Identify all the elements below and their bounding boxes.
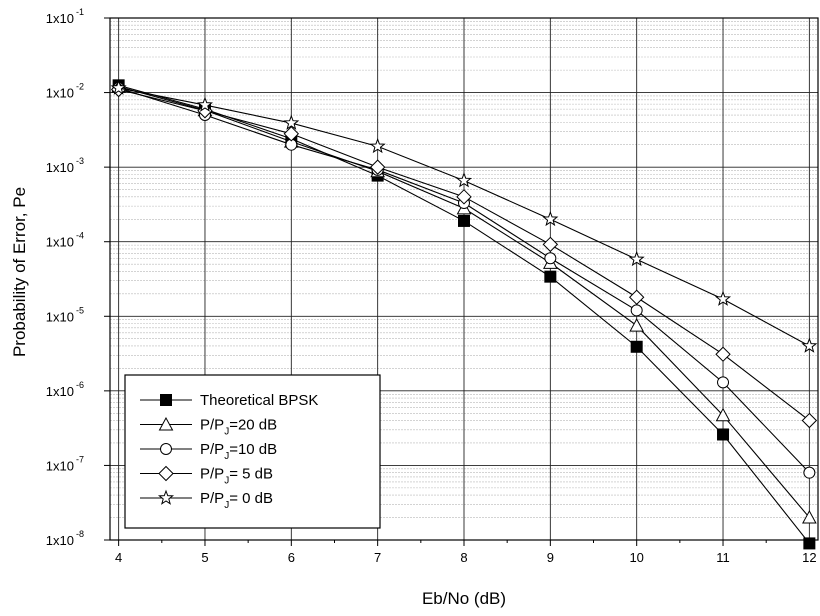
y-tick-label: 1x10 <box>46 533 74 548</box>
data-point <box>628 289 645 305</box>
data-point <box>715 407 731 422</box>
legend-marker <box>157 489 175 505</box>
data-point <box>283 114 300 130</box>
x-tick-label: 10 <box>629 550 643 565</box>
legend-label: P/PJ= 5 dB <box>200 466 273 487</box>
data-point <box>544 252 557 265</box>
x-axis-label: Eb/No (dB) <box>422 589 506 608</box>
data-point <box>803 466 816 479</box>
data-point <box>369 137 386 154</box>
legend-entry: P/PJ=20 dB <box>140 417 277 438</box>
data-point <box>369 159 386 175</box>
data-point <box>715 290 732 306</box>
data-point <box>801 412 818 429</box>
data-point <box>715 346 731 362</box>
legend-entry: P/PJ=10 dB <box>140 441 277 462</box>
y-tick-exponent: -5 <box>76 305 84 315</box>
y-tick-exponent: -8 <box>76 529 84 539</box>
x-tick-label: 7 <box>374 550 381 565</box>
legend-label: P/PJ=10 dB <box>200 441 277 462</box>
legend-entry: P/PJ= 5 dB <box>140 466 273 487</box>
data-point <box>544 270 557 283</box>
y-axis-label: Probability of Error, Pe <box>10 187 29 357</box>
x-tick-label: 12 <box>802 550 816 565</box>
data-point <box>458 214 470 227</box>
y-tick-exponent: -7 <box>76 454 84 464</box>
x-tick-label: 6 <box>288 550 295 565</box>
data-point <box>455 172 473 188</box>
x-tick-label: 5 <box>201 550 208 565</box>
data-point <box>630 304 643 317</box>
x-axis: 4 5 6 7 8 9 10 11 12 <box>115 540 817 565</box>
data-point <box>542 210 559 227</box>
data-point <box>717 428 730 441</box>
data-point <box>801 337 818 353</box>
y-tick-label: 1x10 <box>46 86 74 101</box>
data-point <box>802 510 817 524</box>
data-point <box>542 236 559 253</box>
y-tick-label: 1x10 <box>46 11 74 26</box>
y-tick-exponent: -3 <box>76 156 84 166</box>
y-tick-label: 1x10 <box>46 458 74 473</box>
y-tick-exponent: -2 <box>76 82 84 92</box>
legend-label: Theoretical BPSK <box>200 392 318 409</box>
legend-marker <box>158 416 174 431</box>
x-tick-label: 8 <box>460 550 467 565</box>
x-tick-label: 9 <box>547 550 554 565</box>
legend-marker <box>158 465 174 482</box>
data-point <box>628 250 645 267</box>
y-tick-exponent: -4 <box>76 231 84 241</box>
y-tick-exponent: -1 <box>76 7 84 17</box>
legend-entry: Theoretical BPSK <box>140 392 318 409</box>
legend-marker <box>160 443 172 455</box>
data-point <box>456 189 472 205</box>
data-point <box>196 96 213 112</box>
legend: Theoretical BPSK P/PJ=20 dB P/PJ=10 dB P/PJ… <box>124 374 381 529</box>
legend-label: P/PJ= 0 dB <box>200 490 273 511</box>
y-tick-label: 1x10 <box>46 384 74 399</box>
series-star <box>110 79 818 353</box>
y-tick-exponent: -6 <box>76 380 84 390</box>
legend-label: P/PJ=20 dB <box>200 417 277 438</box>
x-tick-label: 11 <box>716 550 730 565</box>
legend-marker <box>160 394 172 406</box>
data-point <box>630 340 643 353</box>
data-point <box>717 376 730 389</box>
x-tick-label: 4 <box>115 550 122 565</box>
y-tick-label: 1x10 <box>46 309 74 324</box>
data-point <box>629 318 645 332</box>
y-tick-label: 1x10 <box>46 235 74 250</box>
data-point <box>110 79 127 95</box>
data-point <box>283 126 300 142</box>
legend-entry: P/PJ= 0 dB <box>140 489 273 511</box>
y-tick-label: 1x10 <box>46 160 74 175</box>
